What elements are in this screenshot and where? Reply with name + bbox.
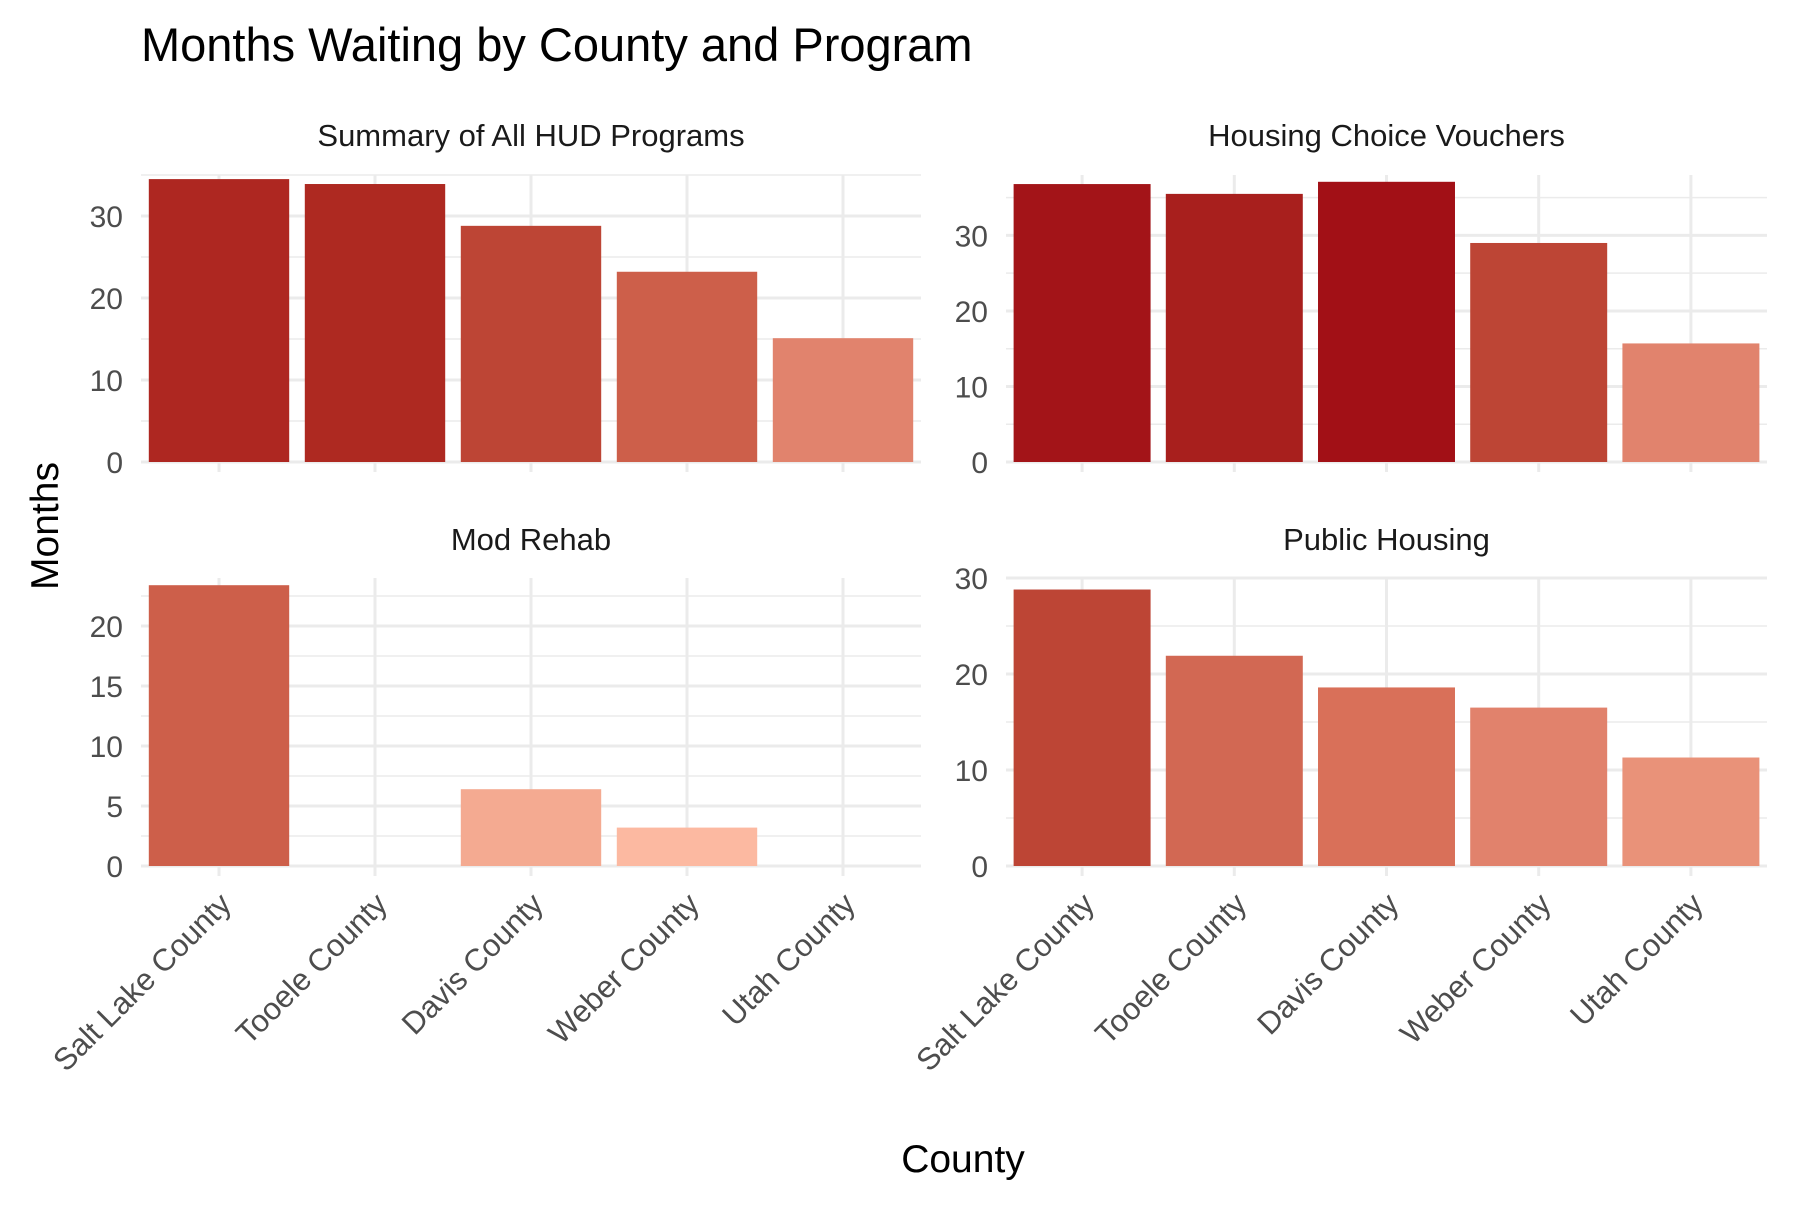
facet-panel-1: Housing Choice Vouchers 0 10 20 30: [955, 118, 1767, 480]
y-tick-label: 20: [90, 611, 123, 644]
y-tick-label: 5: [106, 791, 123, 824]
facet-title: Mod Rehab: [451, 522, 611, 557]
bar-salt-lake-county: [1013, 589, 1151, 866]
bar-weber-county: [1470, 242, 1608, 462]
y-tick-label: 20: [955, 659, 988, 692]
x-tick-label: Salt Lake County: [46, 886, 238, 1078]
x-tick-label: Utah County: [1563, 886, 1710, 1033]
bar-salt-lake-county: [148, 585, 290, 866]
y-tick-label: 15: [90, 671, 123, 704]
bar-weber-county: [616, 827, 758, 866]
facet-title: Housing Choice Vouchers: [1208, 118, 1565, 153]
facet-panel-0: Summary of All HUD Programs 0 10 20 30: [90, 118, 921, 480]
x-tick-label: Salt Lake County: [909, 886, 1101, 1078]
x-axis-title: County: [901, 1138, 1025, 1181]
x-tick-label: Tooele County: [229, 886, 394, 1051]
bar-salt-lake-county: [1013, 184, 1151, 462]
facet-panels: Summary of All HUD Programs0102030Housin…: [46, 118, 1767, 1078]
x-tick-label: Utah County: [715, 886, 862, 1033]
facet-title: Summary of All HUD Programs: [317, 118, 744, 153]
bar-davis-county: [460, 789, 602, 866]
bar-utah-county: [1622, 343, 1760, 462]
y-tick-label: 0: [971, 447, 988, 480]
bar-davis-county: [460, 225, 602, 462]
x-tick-label: Davis County: [1250, 886, 1405, 1041]
bar-weber-county: [1470, 707, 1608, 866]
x-tick-label: Davis County: [395, 886, 550, 1041]
y-tick-label: 10: [90, 365, 123, 398]
bar-tooele-county: [304, 184, 446, 462]
facet-panel-2: Mod Rehab 0 5 10 15 20 Salt Lake CountyTooele …: [46, 522, 921, 1078]
bar-tooele-county: [1165, 655, 1303, 866]
chart-title: Months Waiting by County and Program: [141, 18, 973, 71]
facet-panel-3: Public Housing 0 10 20 30 Salt Lake CountyToo…: [909, 522, 1767, 1078]
bar-tooele-county: [1165, 193, 1303, 462]
y-axis-title: Months: [24, 462, 67, 590]
y-tick-label: 20: [90, 283, 123, 316]
y-tick-label: 0: [106, 851, 123, 884]
facet-title: Public Housing: [1283, 522, 1490, 557]
y-tick-label: 30: [955, 220, 988, 253]
bar-davis-county: [1318, 687, 1455, 866]
y-tick-label: 10: [955, 755, 988, 788]
bar-salt-lake-county: [148, 179, 290, 462]
y-tick-label: 30: [955, 563, 988, 596]
y-tick-label: 10: [90, 731, 123, 764]
bar-weber-county: [616, 271, 758, 462]
x-tick-label: Weber County: [1393, 886, 1558, 1051]
y-tick-label: 0: [971, 851, 988, 884]
bar-utah-county: [1622, 757, 1760, 866]
x-tick-label: Tooele County: [1088, 886, 1253, 1051]
bar-davis-county: [1318, 181, 1455, 462]
bar-utah-county: [772, 338, 914, 462]
y-tick-label: 30: [90, 201, 123, 234]
y-tick-label: 10: [955, 371, 988, 404]
x-tick-label: Weber County: [541, 886, 706, 1051]
y-tick-label: 0: [106, 447, 123, 480]
y-tick-label: 20: [955, 296, 988, 329]
